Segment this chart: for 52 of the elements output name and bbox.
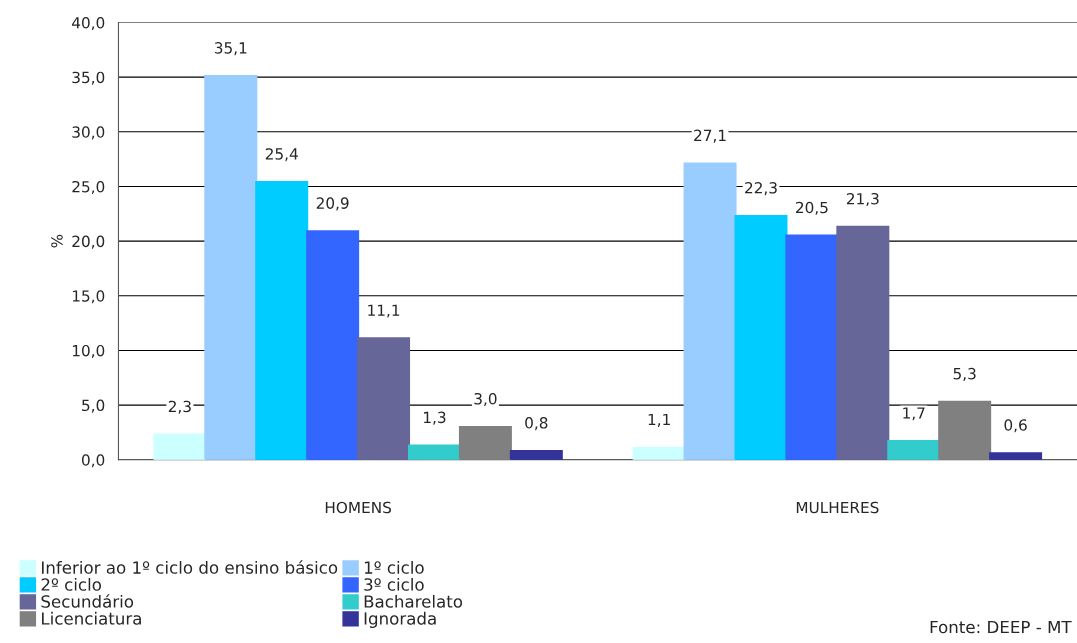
legend-label: 3º ciclo (364, 577, 424, 591)
source-note: Fonte: DEEP - MT (930, 620, 1072, 634)
data-label: 27,1 (694, 129, 726, 143)
data-label: 21,3 (846, 192, 879, 207)
data-label: 0,8 (525, 417, 548, 431)
bar (938, 400, 992, 460)
y-tick-label: 25,0 (72, 180, 105, 195)
legend-label: 2º ciclo (41, 577, 102, 591)
bar (989, 452, 1043, 460)
y-axis-title: % (51, 234, 63, 248)
bar (204, 75, 258, 460)
bar (458, 425, 512, 460)
data-label: 11,1 (368, 304, 400, 318)
y-tick-label: 35,0 (72, 71, 105, 85)
y-tick-label: 30,0 (72, 126, 105, 140)
bar (407, 444, 461, 460)
bar (306, 230, 360, 460)
bar (785, 234, 839, 460)
bar (734, 214, 788, 460)
data-label: 1,3 (424, 411, 446, 425)
y-tick-label: 20,0 (72, 235, 105, 249)
bar (509, 449, 563, 460)
x-tick-label: MULHERES (796, 501, 879, 514)
data-label: 1,1 (648, 413, 670, 427)
legend-label: Secundário (41, 594, 134, 608)
bar (255, 181, 309, 460)
legend-label: Licenciatura (42, 611, 141, 625)
y-tick-label: 10,0 (72, 344, 105, 359)
data-label: 5,3 (953, 367, 976, 381)
y-tick-label: 40,0 (72, 16, 105, 31)
bar (683, 162, 737, 460)
bar (153, 433, 207, 460)
data-label: 25,4 (265, 148, 298, 162)
data-label: 35,1 (214, 42, 247, 56)
x-tick-label: HOMENS (325, 501, 391, 514)
legend-label: Inferior ao 1º ciclo do ensino básico (42, 560, 338, 574)
bar (836, 225, 890, 460)
legend-label: 1º ciclo (364, 560, 424, 574)
y-tick-label: 0,0 (81, 454, 105, 468)
bar (887, 440, 941, 460)
y-tick-label: 15,0 (72, 290, 105, 304)
data-label: 0,6 (1004, 419, 1027, 433)
bar (357, 337, 411, 460)
data-label: 3,0 (474, 392, 497, 407)
data-label: 2,3 (168, 400, 191, 414)
legend-label: Bacharelato (364, 594, 463, 608)
data-label: 20,5 (796, 201, 828, 215)
data-label: 22,3 (745, 182, 777, 196)
legend-label: Ignorada (364, 611, 436, 628)
data-label: 1,7 (903, 407, 925, 421)
data-label: 20,9 (316, 197, 349, 211)
y-tick-label: 5,0 (82, 399, 105, 413)
